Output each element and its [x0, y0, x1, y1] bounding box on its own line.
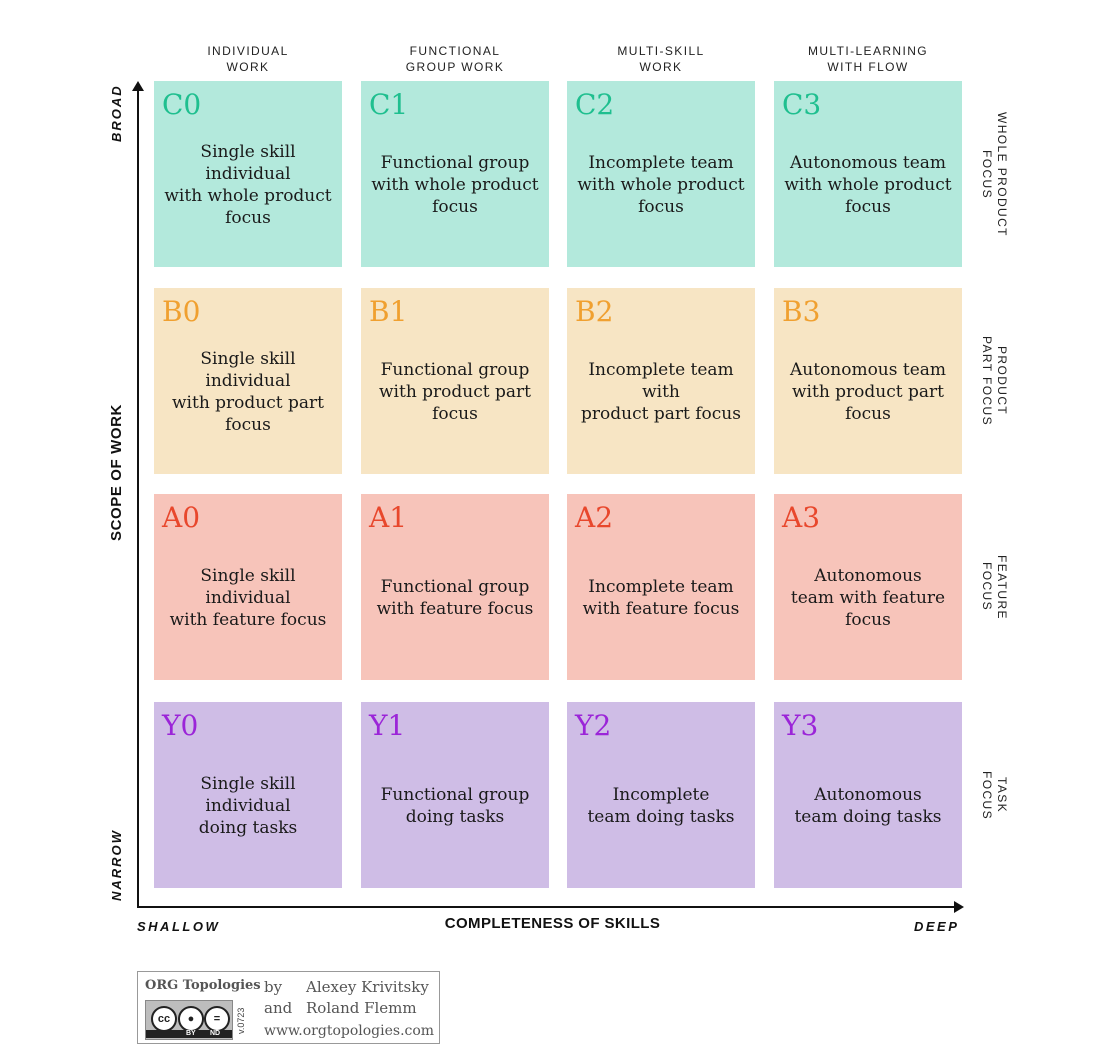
license-by-tag: BY — [186, 1030, 196, 1037]
license-badge: cc ● = BY ND — [145, 1000, 233, 1040]
license-tags: BY ND — [146, 1030, 232, 1038]
cell-code: A3 — [782, 501, 821, 534]
cell-code: C3 — [782, 88, 822, 121]
column-header-multi-skill-work: MULTI-SKILL WORK — [617, 44, 705, 74]
cell-description: Single skill individual with feature foc… — [169, 566, 327, 630]
cell-c2: C2 Incomplete team with whole product fo… — [567, 81, 755, 267]
column-header-functional-group-work: FUNCTIONAL GROUP WORK — [405, 44, 505, 74]
cell-description: Autonomous team with product part focus — [789, 360, 947, 424]
cell-description: Single skill individual with whole produ… — [164, 142, 332, 228]
y-axis-line — [137, 86, 139, 908]
cell-description: Single skill individual doing tasks — [198, 774, 298, 838]
cell-y0: Y0 Single skill individual doing tasks — [154, 702, 342, 888]
cell-description: Functional group with product part focus — [379, 360, 531, 424]
cell-code: C2 — [575, 88, 615, 121]
credit-box: ORG Topologies cc ● = BY ND v.0723 by an… — [137, 971, 440, 1044]
cell-code: B1 — [369, 295, 408, 328]
cell-a0: A0 Single skill individual with feature … — [154, 494, 342, 680]
x-axis-arrow-icon — [954, 901, 964, 913]
row-header-product-part-focus: PRODUCT PART FOCUS — [980, 335, 1009, 426]
cell-description: Autonomous team with whole product focus — [784, 153, 952, 217]
cell-c3: C3 Autonomous team with whole product fo… — [774, 81, 962, 267]
cell-description: Autonomous team doing tasks — [794, 785, 942, 827]
cell-description: Functional group with whole product focu… — [371, 153, 539, 217]
cell-code: C1 — [369, 88, 409, 121]
and-label: and — [264, 999, 293, 1017]
cell-description: Functional group with feature focus — [376, 577, 534, 619]
cell-code: A0 — [162, 501, 201, 534]
creative-commons-icon: cc — [151, 1006, 177, 1032]
y-axis-high-label: BROAD — [109, 84, 124, 142]
cell-code: Y1 — [369, 709, 406, 742]
cell-c0: C0 Single skill individual with whole pr… — [154, 81, 342, 267]
x-axis-title: COMPLETENESS OF SKILLS — [444, 915, 661, 932]
row-header-whole-product-focus: WHOLE PRODUCT FOCUS — [980, 111, 1009, 237]
row-header-task-focus: TASK FOCUS — [980, 770, 1009, 820]
x-axis-line — [137, 906, 957, 908]
cell-b3: B3 Autonomous team with product part foc… — [774, 288, 962, 474]
cell-description: Autonomous team with feature focus — [790, 566, 946, 630]
cell-code: A1 — [369, 501, 408, 534]
y-axis-arrow-icon — [132, 81, 144, 91]
row-header-feature-focus: FEATURE FOCUS — [980, 554, 1009, 620]
attribution-icon: ● — [178, 1006, 204, 1032]
y-axis-title: SCOPE OF WORK — [108, 404, 125, 542]
cell-b1: B1 Functional group with product part fo… — [361, 288, 549, 474]
author-name-1: Alexey Krivitsky — [306, 978, 429, 996]
brand-name: ORG Topologies — [145, 978, 261, 993]
by-label: by — [264, 978, 283, 996]
license-nd-tag: ND — [210, 1030, 221, 1037]
cell-y3: Y3 Autonomous team doing tasks — [774, 702, 962, 888]
cell-code: C0 — [162, 88, 202, 121]
cell-description: Single skill individual with product par… — [172, 349, 324, 435]
cell-description: Incomplete team with whole product focus — [577, 153, 745, 217]
y-axis-low-label: NARROW — [109, 829, 124, 901]
cell-code: B2 — [575, 295, 614, 328]
cell-description: Incomplete team with product part focus — [581, 360, 741, 424]
cell-a1: A1 Functional group with feature focus — [361, 494, 549, 680]
author-name-2: Roland Flemm — [306, 999, 417, 1017]
cell-description: Incomplete team with feature focus — [582, 577, 740, 619]
cell-description: Incomplete team doing tasks — [587, 785, 735, 827]
cell-code: B0 — [162, 295, 201, 328]
cell-code: A2 — [575, 501, 614, 534]
column-header-individual-work: INDIVIDUAL WORK — [207, 44, 289, 74]
cell-b2: B2 Incomplete team with product part foc… — [567, 288, 755, 474]
no-derivatives-icon: = — [204, 1006, 230, 1032]
cell-c1: C1 Functional group with whole product f… — [361, 81, 549, 267]
version-label: v.0723 — [236, 1007, 246, 1035]
website-link[interactable]: www.orgtopologies.com — [264, 1023, 435, 1039]
cell-a2: A2 Incomplete team with feature focus — [567, 494, 755, 680]
cell-y1: Y1 Functional group doing tasks — [361, 702, 549, 888]
cell-description: Functional group doing tasks — [380, 785, 530, 827]
cell-b0: B0 Single skill individual with product … — [154, 288, 342, 474]
x-axis-high-label: DEEP — [914, 919, 960, 934]
cell-code: Y2 — [575, 709, 612, 742]
cell-code: B3 — [782, 295, 821, 328]
cell-y2: Y2 Incomplete team doing tasks — [567, 702, 755, 888]
cell-code: Y3 — [782, 709, 819, 742]
x-axis-low-label: SHALLOW — [137, 919, 221, 934]
column-header-multi-learning-with-flow: MULTI-LEARNING WITH FLOW — [807, 44, 929, 74]
cell-a3: A3 Autonomous team with feature focus — [774, 494, 962, 680]
cell-code: Y0 — [162, 709, 199, 742]
